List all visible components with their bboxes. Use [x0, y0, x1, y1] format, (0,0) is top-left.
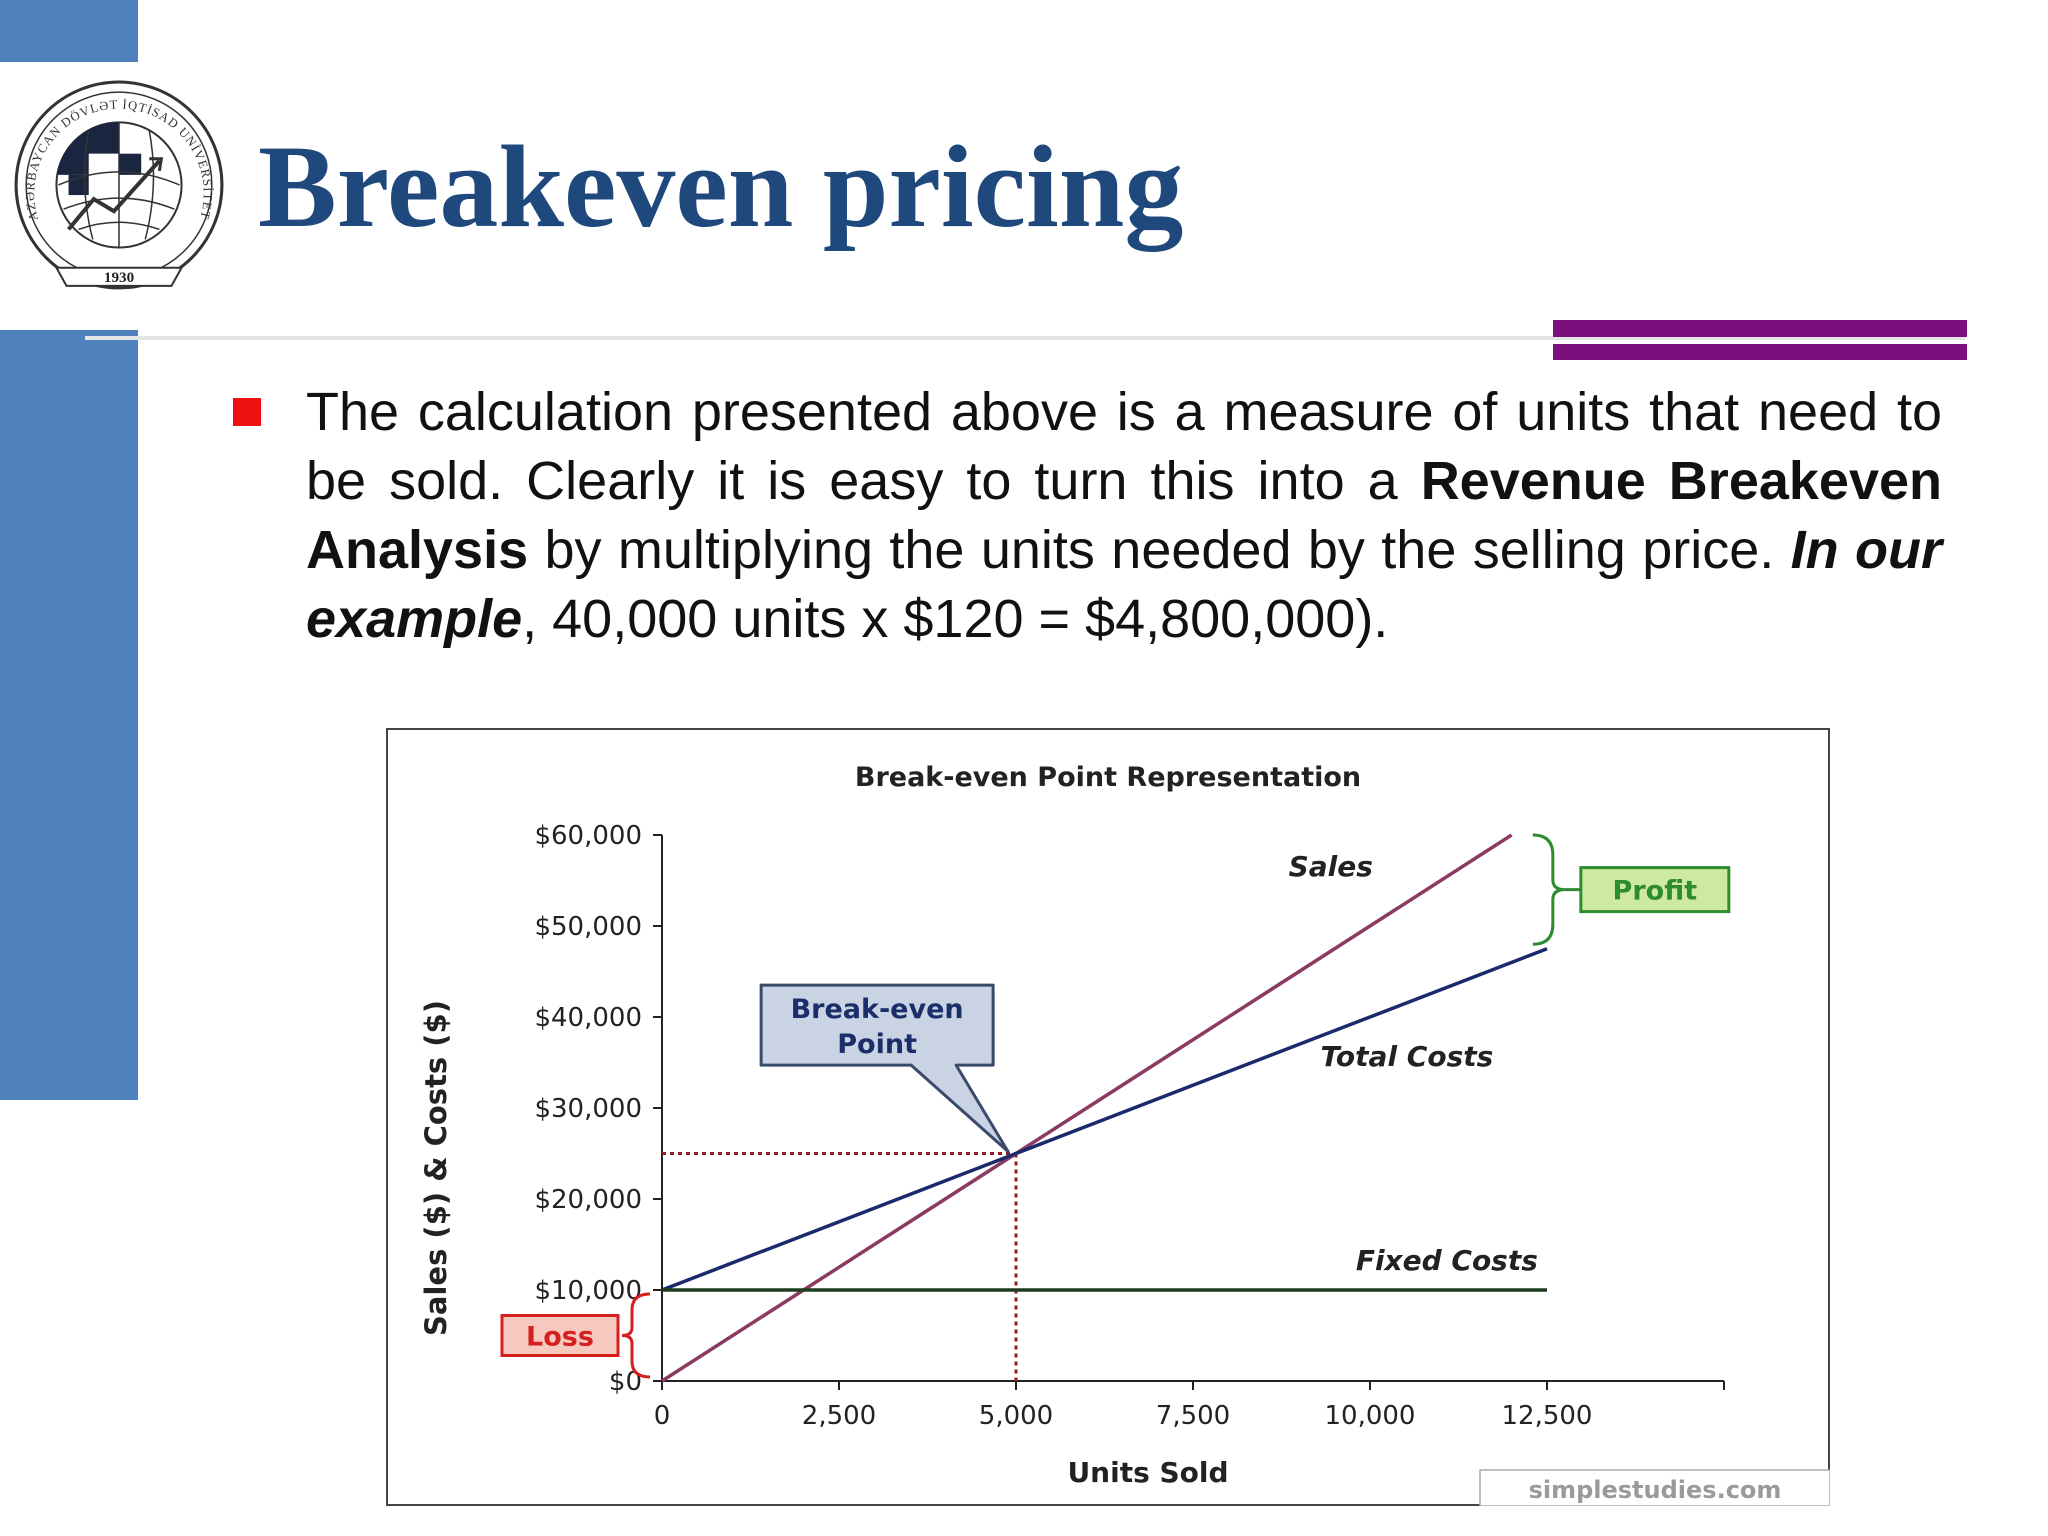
bullet-marker: [233, 398, 261, 426]
x-tick-label: 12,500: [1502, 1401, 1593, 1431]
accent-stripe-top: [1553, 320, 1967, 337]
y-axis-label: Sales ($) & Costs ($): [419, 1000, 453, 1336]
slide-title: Breakeven pricing: [258, 121, 1184, 252]
break-even-chart: Break-even Point Representation Sales ($…: [386, 728, 1830, 1506]
x-tick-label: 7,500: [1156, 1401, 1230, 1431]
x-tick-label: 5,000: [979, 1401, 1053, 1431]
bullet-segment: The calculation presented above is a mea…: [306, 382, 1942, 511]
source-watermark-box: [1479, 1469, 1830, 1506]
total-costs-label: Total Costs: [1320, 1040, 1493, 1073]
break-even-label-line2: Point: [837, 1029, 917, 1060]
accent-stripe-bottom: [1553, 344, 1967, 360]
chart-title: Break-even Point Representation: [855, 762, 1361, 793]
bullet-text: The calculation presented above is a mea…: [306, 378, 1942, 654]
y-tick-label: $10,000: [534, 1276, 642, 1306]
x-tick-label: 0: [654, 1401, 671, 1431]
profit-box: [1579, 866, 1731, 914]
total-costs-line: [661, 947, 1548, 1292]
x-tick-label: 10,000: [1325, 1401, 1416, 1431]
title-rule: [85, 336, 1965, 340]
source-watermark: simplestudies.com: [1529, 1476, 1782, 1504]
bullet-segment: by multiplying the units needed by the s…: [528, 520, 1791, 580]
bullet-segment-bold: Revenue Breakeven Analysis: [306, 451, 1942, 580]
break-even-callout: [759, 983, 1010, 1153]
bullet-segment-bold-italic: In our example: [306, 520, 1942, 649]
profit-label: Profit: [1613, 876, 1698, 907]
y-tick-label: $30,000: [534, 1094, 642, 1124]
break-even-label-line1: Break-even: [791, 994, 964, 1025]
side-accent-bar-top: [0, 0, 138, 62]
side-accent-bar: [0, 330, 138, 1100]
y-tick-label: $50,000: [534, 912, 642, 942]
svg-text:1930: 1930: [104, 270, 134, 286]
y-tick-label: $20,000: [534, 1185, 642, 1215]
sales-label: Sales: [1289, 850, 1373, 883]
x-tick-label: 2,500: [802, 1401, 876, 1431]
university-logo: 1930 AZƏRBAYCAN DÖVLƏT İQTİSAD UNİVERSİT…: [8, 78, 224, 290]
y-tick-label: $40,000: [534, 1003, 642, 1033]
bullet-segment: , 40,000 units x $120 = $4,800,000).: [522, 589, 1389, 649]
loss-box: [500, 1314, 620, 1357]
fixed-costs-label: Fixed Costs: [1356, 1244, 1538, 1277]
x-axis-label: Units Sold: [1067, 1456, 1228, 1489]
y-tick-label: $60,000: [534, 821, 642, 851]
loss-label: Loss: [526, 1322, 594, 1353]
loss-bracket: [621, 1292, 651, 1379]
